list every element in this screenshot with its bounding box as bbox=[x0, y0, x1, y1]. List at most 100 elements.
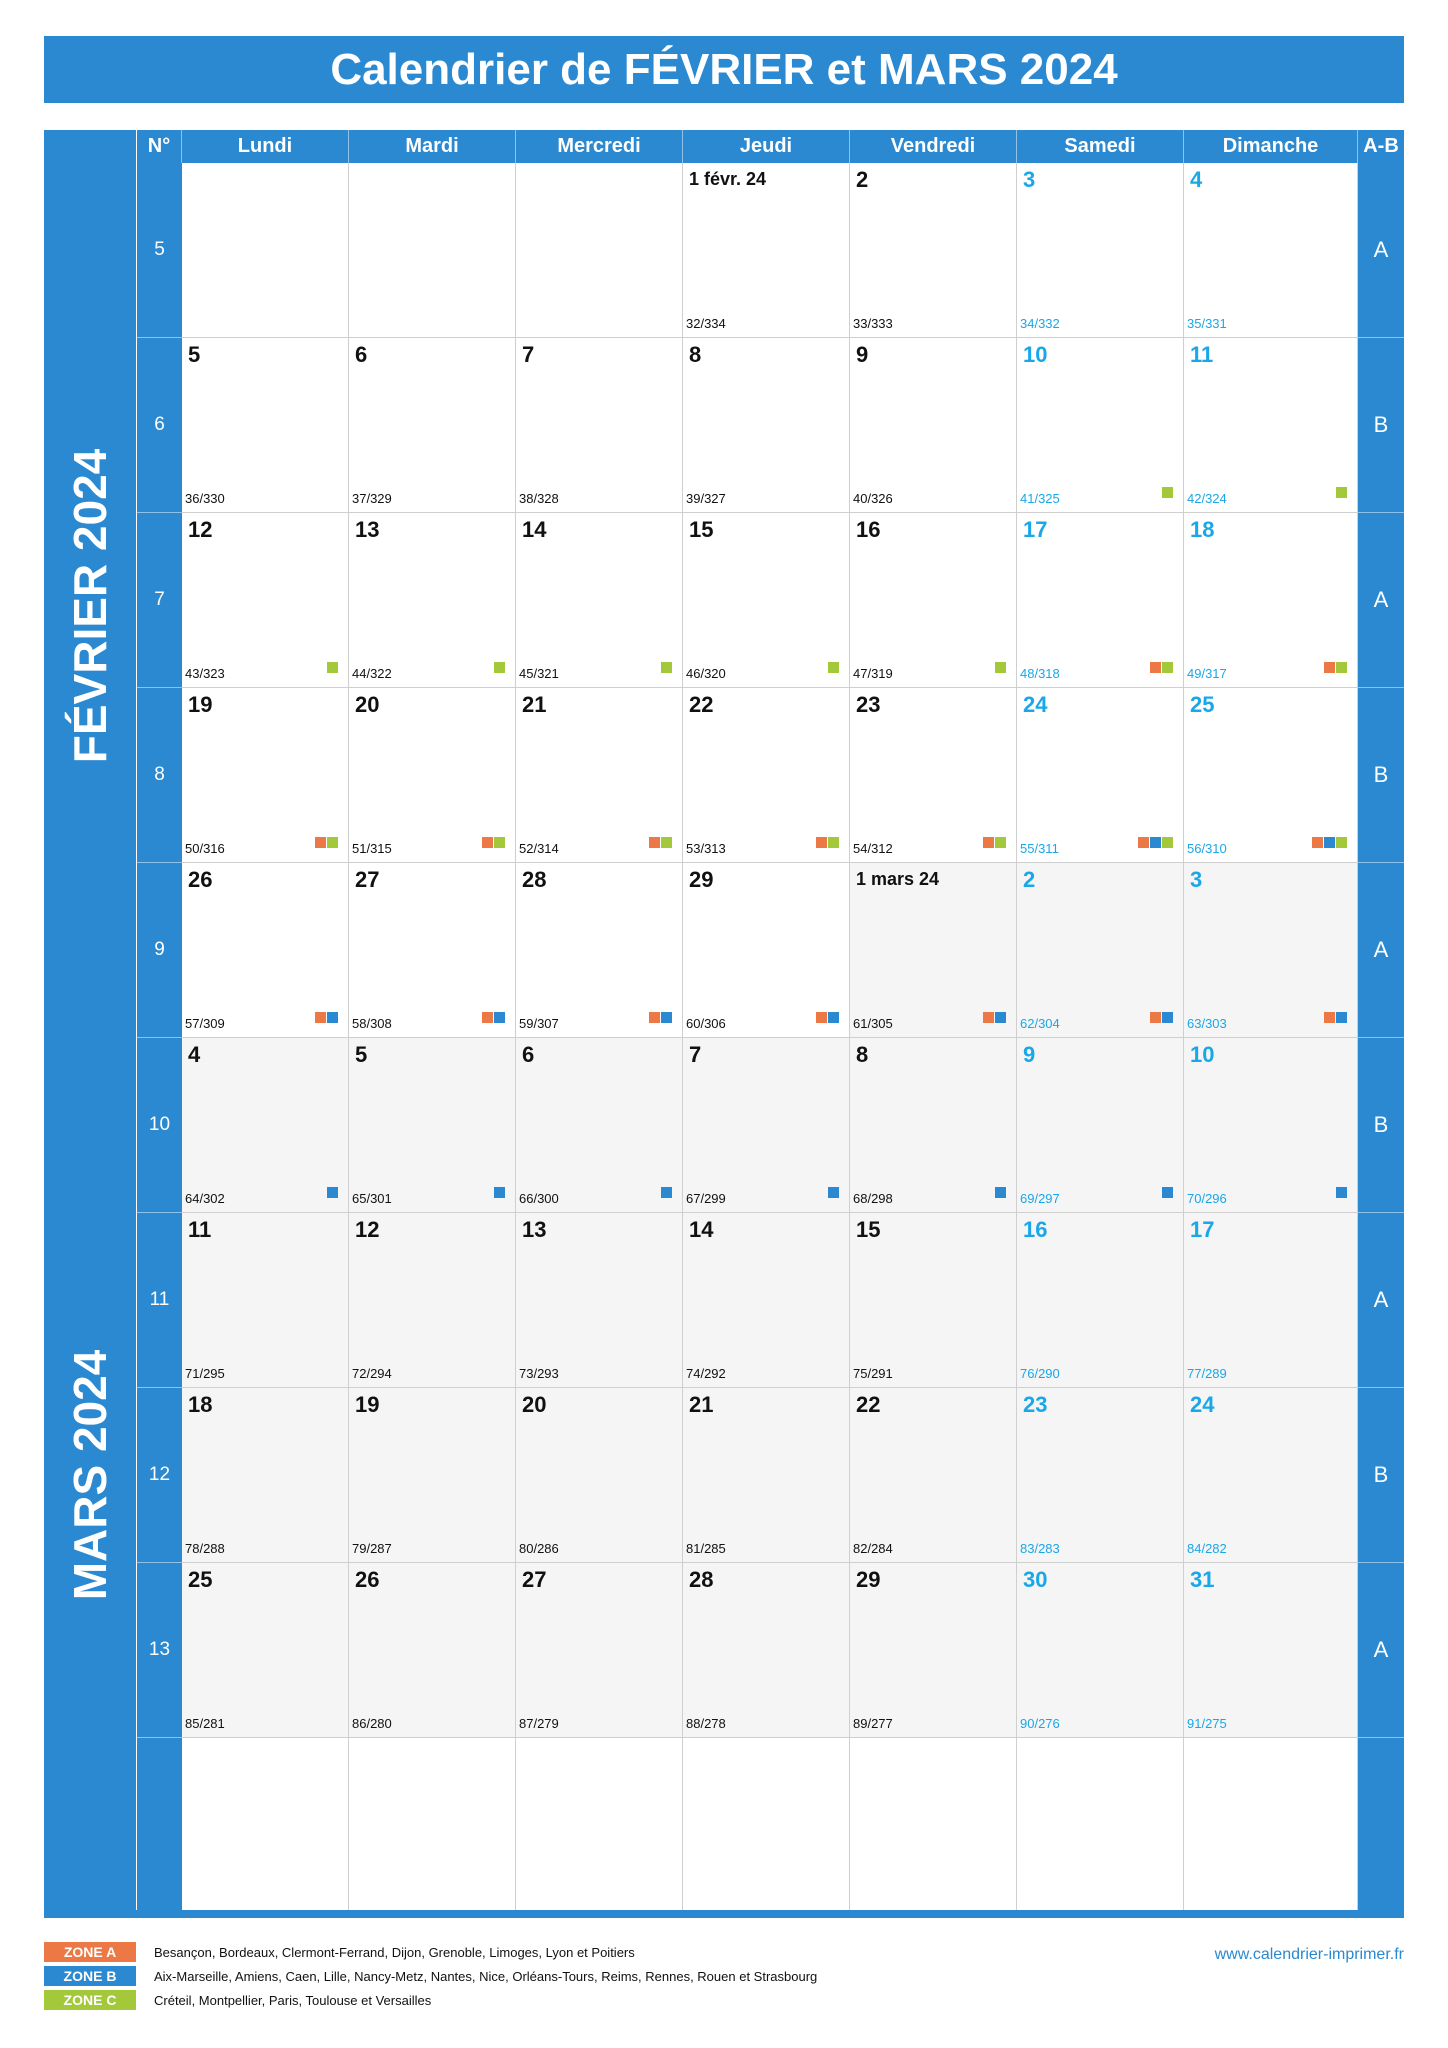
day-cell[interactable]: 11 42/324 bbox=[1184, 338, 1358, 513]
day-cell[interactable]: 28 59/307 bbox=[516, 863, 683, 1038]
day-number: 14 bbox=[689, 1217, 714, 1242]
website-link[interactable]: www.calendrier-imprimer.fr bbox=[1214, 1946, 1404, 1963]
zone-a-marker bbox=[983, 837, 994, 848]
day-cell[interactable] bbox=[1017, 1738, 1184, 1913]
day-cell[interactable]: 21 52/314 bbox=[516, 688, 683, 863]
day-cell[interactable]: 19 50/316 bbox=[182, 688, 349, 863]
day-cell[interactable]: 14 74/292 bbox=[683, 1213, 850, 1388]
day-cell[interactable]: 1 févr. 24 32/334 bbox=[683, 163, 850, 338]
day-cell[interactable]: 8 39/327 bbox=[683, 338, 850, 513]
day-cell[interactable]: 7 67/299 bbox=[683, 1038, 850, 1213]
day-cell[interactable]: 3 63/303 bbox=[1184, 863, 1358, 1038]
day-cell[interactable]: 12 43/323 bbox=[182, 513, 349, 688]
day-cell[interactable]: 9 40/326 bbox=[850, 338, 1017, 513]
day-cell[interactable]: 18 49/317 bbox=[1184, 513, 1358, 688]
day-cell[interactable]: 26 57/309 bbox=[182, 863, 349, 1038]
day-cell[interactable]: 30 90/276 bbox=[1017, 1563, 1184, 1738]
day-cell[interactable]: 25 85/281 bbox=[182, 1563, 349, 1738]
day-cell[interactable]: 17 77/289 bbox=[1184, 1213, 1358, 1388]
zone-b-marker bbox=[327, 1187, 338, 1198]
day-of-year-count: 53/313 bbox=[686, 841, 726, 856]
day-cell[interactable] bbox=[850, 1738, 1017, 1913]
day-of-year-count: 86/280 bbox=[352, 1716, 392, 1731]
day-cell[interactable]: 23 83/283 bbox=[1017, 1388, 1184, 1563]
day-cell[interactable]: 2 33/333 bbox=[850, 163, 1017, 338]
day-cell[interactable]: 13 73/293 bbox=[516, 1213, 683, 1388]
zone-b-marker bbox=[828, 1187, 839, 1198]
day-cell[interactable] bbox=[182, 163, 349, 338]
day-cell[interactable] bbox=[1184, 1738, 1358, 1913]
day-cell[interactable]: 17 48/318 bbox=[1017, 513, 1184, 688]
day-cell[interactable]: 25 56/310 bbox=[1184, 688, 1358, 863]
day-cell[interactable]: 26 86/280 bbox=[349, 1563, 516, 1738]
day-cell[interactable]: 20 80/286 bbox=[516, 1388, 683, 1563]
day-cell[interactable]: 21 81/285 bbox=[683, 1388, 850, 1563]
day-cell[interactable]: 5 65/301 bbox=[349, 1038, 516, 1213]
week-ab-label: A bbox=[1358, 863, 1404, 1038]
day-cell[interactable]: 24 84/282 bbox=[1184, 1388, 1358, 1563]
day-cell[interactable]: 28 88/278 bbox=[683, 1563, 850, 1738]
day-cell[interactable]: 27 87/279 bbox=[516, 1563, 683, 1738]
day-cell[interactable]: 16 76/290 bbox=[1017, 1213, 1184, 1388]
header-mercredi: Mercredi bbox=[516, 130, 683, 163]
day-cell[interactable]: 6 66/300 bbox=[516, 1038, 683, 1213]
day-number: 20 bbox=[355, 692, 380, 717]
day-cell[interactable] bbox=[182, 1738, 349, 1913]
day-cell[interactable]: 10 70/296 bbox=[1184, 1038, 1358, 1213]
day-cell[interactable]: 9 69/297 bbox=[1017, 1038, 1184, 1213]
day-cell[interactable]: 22 82/284 bbox=[850, 1388, 1017, 1563]
day-cell[interactable]: 1 mars 24 61/305 bbox=[850, 863, 1017, 1038]
day-cell[interactable] bbox=[349, 1738, 516, 1913]
holiday-zones bbox=[1150, 662, 1173, 673]
day-cell[interactable]: 5 36/330 bbox=[182, 338, 349, 513]
day-cell[interactable]: 14 45/321 bbox=[516, 513, 683, 688]
day-cell[interactable]: 24 55/311 bbox=[1017, 688, 1184, 863]
day-cell[interactable]: 15 75/291 bbox=[850, 1213, 1017, 1388]
day-cell[interactable]: 13 44/322 bbox=[349, 513, 516, 688]
holiday-zones bbox=[649, 837, 672, 848]
day-cell[interactable]: 15 46/320 bbox=[683, 513, 850, 688]
day-cell[interactable]: 11 71/295 bbox=[182, 1213, 349, 1388]
day-number: 12 bbox=[355, 1217, 380, 1242]
day-cell[interactable] bbox=[516, 1738, 683, 1913]
day-cell[interactable] bbox=[683, 1738, 850, 1913]
day-cell[interactable]: 23 54/312 bbox=[850, 688, 1017, 863]
day-cell[interactable]: 29 60/306 bbox=[683, 863, 850, 1038]
week-number: 9 bbox=[137, 863, 182, 1038]
header-mardi: Mardi bbox=[349, 130, 516, 163]
day-number: 25 bbox=[1190, 692, 1215, 717]
week-ab-label: B bbox=[1358, 1388, 1404, 1563]
day-cell[interactable]: 4 64/302 bbox=[182, 1038, 349, 1213]
day-cell[interactable]: 19 79/287 bbox=[349, 1388, 516, 1563]
day-cell[interactable]: 8 68/298 bbox=[850, 1038, 1017, 1213]
day-cell[interactable]: 4 35/331 bbox=[1184, 163, 1358, 338]
day-cell[interactable]: 18 78/288 bbox=[182, 1388, 349, 1563]
day-number: 19 bbox=[188, 692, 213, 717]
zone-b-marker bbox=[995, 1187, 1006, 1198]
day-cell[interactable]: 12 72/294 bbox=[349, 1213, 516, 1388]
day-cell[interactable]: 20 51/315 bbox=[349, 688, 516, 863]
day-of-year-count: 47/319 bbox=[853, 666, 893, 681]
day-of-year-count: 51/315 bbox=[352, 841, 392, 856]
day-cell[interactable] bbox=[516, 163, 683, 338]
day-cell[interactable]: 2 62/304 bbox=[1017, 863, 1184, 1038]
day-of-year-count: 64/302 bbox=[185, 1191, 225, 1206]
day-cell[interactable]: 3 34/332 bbox=[1017, 163, 1184, 338]
legend-row-zone-c: ZONE C Créteil, Montpellier, Paris, Toul… bbox=[44, 1988, 817, 2012]
day-cell[interactable]: 7 38/328 bbox=[516, 338, 683, 513]
day-cell[interactable]: 6 37/329 bbox=[349, 338, 516, 513]
zone-c-marker bbox=[327, 662, 338, 673]
day-cell[interactable]: 27 58/308 bbox=[349, 863, 516, 1038]
day-cell[interactable]: 16 47/319 bbox=[850, 513, 1017, 688]
day-of-year-count: 45/321 bbox=[519, 666, 559, 681]
month-label-february: FÉVRIER 2024 bbox=[64, 448, 116, 764]
day-number: 16 bbox=[1023, 1217, 1048, 1242]
day-number: 31 bbox=[1190, 1567, 1215, 1592]
day-of-year-count: 83/283 bbox=[1020, 1541, 1060, 1556]
day-cell[interactable] bbox=[349, 163, 516, 338]
day-cell[interactable]: 31 91/275 bbox=[1184, 1563, 1358, 1738]
day-number: 3 bbox=[1023, 167, 1036, 192]
day-cell[interactable]: 22 53/313 bbox=[683, 688, 850, 863]
day-cell[interactable]: 29 89/277 bbox=[850, 1563, 1017, 1738]
day-cell[interactable]: 10 41/325 bbox=[1017, 338, 1184, 513]
